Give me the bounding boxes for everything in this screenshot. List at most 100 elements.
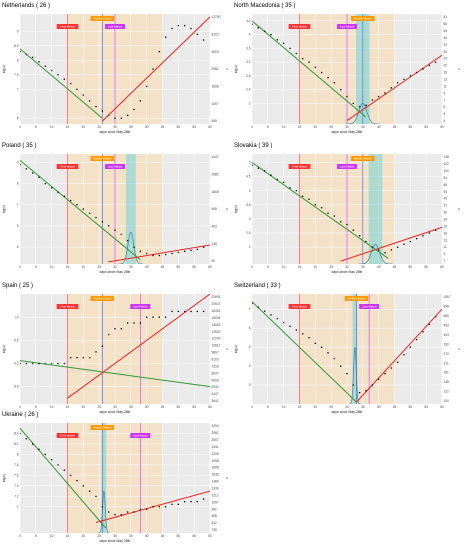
data-point bbox=[263, 310, 266, 312]
first-match-flag-text: First Match bbox=[60, 165, 75, 169]
data-point bbox=[377, 249, 380, 251]
right-axis-label: c bbox=[225, 477, 229, 479]
y-tick-label: 4.5 bbox=[246, 175, 251, 179]
y-tick-label: 7 bbox=[249, 307, 251, 311]
data-point bbox=[434, 316, 437, 318]
data-point bbox=[82, 356, 85, 359]
data-point bbox=[126, 511, 129, 513]
data-point bbox=[295, 52, 298, 55]
right-axis-label: c bbox=[457, 68, 461, 70]
y-tick-label: 7.6 bbox=[14, 473, 19, 477]
x-tick-label: 20 bbox=[82, 534, 86, 538]
last-match-flag: Last Match bbox=[359, 304, 380, 309]
data-point bbox=[57, 74, 59, 76]
y-tick-label: 10 bbox=[15, 315, 19, 319]
data-point bbox=[152, 68, 154, 70]
data-point bbox=[95, 105, 97, 108]
data-point bbox=[384, 251, 386, 254]
data-point bbox=[371, 384, 374, 386]
data-point bbox=[82, 94, 85, 96]
right-tick-label: 2441 bbox=[212, 445, 219, 449]
x-tick-label: 50 bbox=[177, 265, 181, 269]
data-point bbox=[422, 331, 424, 333]
right-tick-label: 2208 bbox=[212, 452, 219, 456]
middle-match-flag: Middle Match bbox=[351, 16, 375, 21]
right-tick-label: 1808 bbox=[212, 190, 219, 194]
right-tick-label: 1097 bbox=[212, 102, 219, 106]
y-tick-label: 9.6 bbox=[14, 338, 19, 342]
data-point bbox=[403, 78, 405, 81]
data-point bbox=[101, 345, 104, 347]
data-point bbox=[171, 310, 173, 313]
x-axis-label: days since May 28th bbox=[332, 410, 363, 414]
right-tick-label: 18304 bbox=[212, 309, 221, 313]
last-match-flag: Last Match bbox=[105, 24, 125, 29]
y-tick-label: 6 bbox=[17, 116, 19, 120]
right-tick-label: 81 bbox=[444, 176, 448, 180]
x-tick-label: 5 bbox=[267, 265, 269, 269]
rise-trend-line bbox=[356, 308, 442, 403]
decline-trend-line bbox=[20, 159, 141, 261]
x-tick-label: 40 bbox=[145, 125, 149, 129]
chart-svg: Switzerland ( 33 ) Middle Match First Matc… bbox=[234, 283, 461, 414]
data-point bbox=[320, 206, 323, 209]
data-point bbox=[177, 503, 180, 505]
right-tick-label: 12750 bbox=[212, 15, 221, 19]
data-point bbox=[295, 329, 298, 331]
right-tick-label: 1339 bbox=[212, 487, 219, 491]
x-tick-label: 45 bbox=[393, 265, 397, 269]
middle-match-flag-box bbox=[351, 156, 375, 161]
data-point bbox=[120, 513, 123, 516]
data-point bbox=[25, 362, 28, 365]
data-point bbox=[190, 310, 192, 313]
x-tick-label: 30 bbox=[345, 405, 349, 409]
data-point bbox=[145, 85, 148, 88]
data-point bbox=[377, 95, 380, 98]
x-tick-label: 50 bbox=[409, 265, 413, 269]
data-point bbox=[133, 246, 135, 248]
x-tick-label: 10 bbox=[282, 265, 286, 269]
data-point bbox=[358, 106, 361, 108]
data-point bbox=[333, 215, 336, 217]
x-tick-label: 55 bbox=[424, 265, 428, 269]
x-tick-label: 45 bbox=[161, 405, 165, 409]
middle-match-flag: Middle Match bbox=[90, 425, 115, 430]
right-tick-label: 1097 bbox=[212, 500, 219, 504]
data-point bbox=[44, 65, 47, 67]
data-point bbox=[282, 181, 285, 183]
data-point bbox=[133, 511, 135, 513]
data-point bbox=[308, 198, 310, 200]
chart-svg: Netherlands ( 26 ) Middle Match First Matc… bbox=[2, 3, 229, 134]
data-point bbox=[114, 229, 116, 231]
data-point bbox=[38, 61, 40, 63]
chart-title: Spain ( 25 ) bbox=[2, 283, 33, 289]
chart-svg: North Macedonia ( 35 ) Middle Match First … bbox=[234, 3, 461, 134]
x-tick-label: 15 bbox=[66, 405, 70, 409]
y-tick-label: 2.4 bbox=[246, 88, 251, 92]
data-point bbox=[352, 384, 355, 386]
x-tick-label: 30 bbox=[113, 405, 117, 409]
data-point bbox=[396, 361, 399, 364]
right-tick-label: 20 bbox=[444, 224, 448, 228]
right-tick-label: 90 bbox=[212, 259, 216, 263]
y-tick-label: 4 bbox=[249, 33, 251, 37]
decline-trend-line bbox=[20, 360, 210, 388]
y-tick-label: 7.5 bbox=[14, 73, 19, 77]
plot-layer bbox=[20, 294, 210, 404]
middle-match-flag-text: Middle Match bbox=[93, 297, 111, 301]
data-point bbox=[289, 325, 291, 327]
last-match-flag-text: Last Match bbox=[108, 165, 123, 169]
y-tick-label: 6 bbox=[17, 224, 19, 228]
y-tick-label: 7 bbox=[17, 203, 19, 207]
plot-layer bbox=[252, 294, 442, 404]
data-point bbox=[145, 252, 148, 255]
rise-trend-line bbox=[108, 244, 210, 263]
x-tick-label: 10 bbox=[50, 534, 54, 538]
data-point bbox=[25, 53, 28, 56]
data-point bbox=[120, 327, 123, 330]
data-point bbox=[301, 333, 304, 335]
data-point bbox=[44, 182, 47, 185]
x-tick-label: 25 bbox=[329, 405, 333, 409]
data-point bbox=[126, 239, 129, 242]
data-point bbox=[145, 508, 148, 511]
